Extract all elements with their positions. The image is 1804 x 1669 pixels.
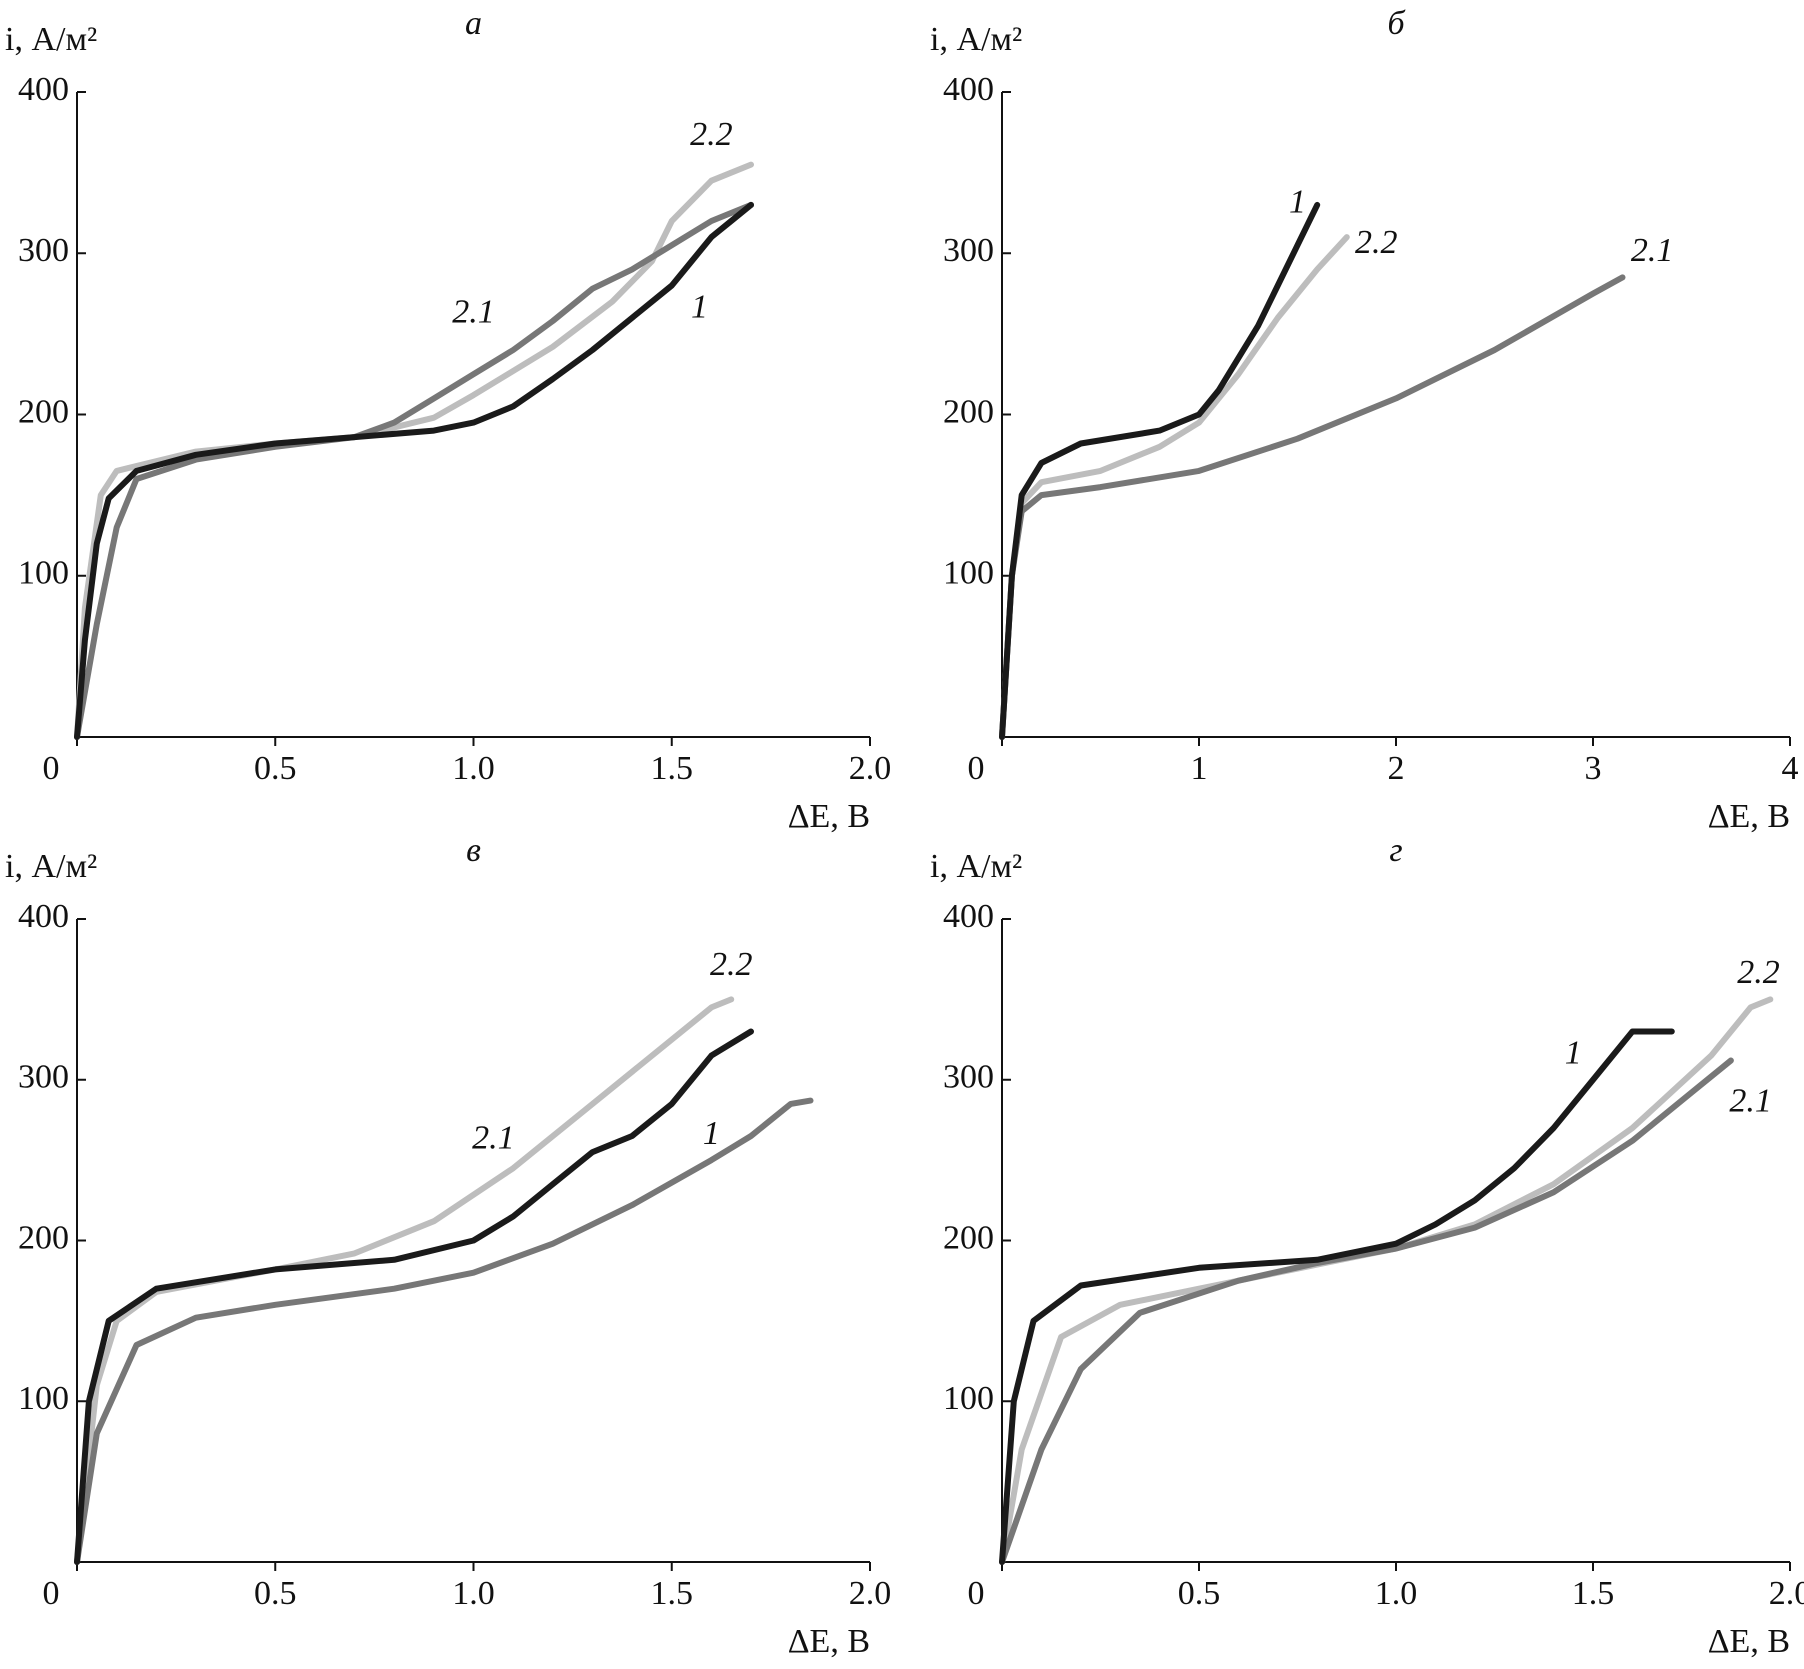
x-tick-label: 2 [1388,750,1405,787]
x-axis-label: ΔE, В [788,798,870,835]
data-line [999,274,1626,740]
y-tick-label: 400 [943,898,994,935]
curve-label: 2.1 [1631,232,1674,269]
x-tick-label: 0 [968,750,985,787]
x-axis-label: ΔE, В [1708,798,1790,835]
curve-label: 2.1 [1729,1083,1772,1120]
x-axis-label: ΔE, В [1708,1623,1790,1660]
data-line [999,1057,1734,1565]
data-line [999,234,1350,740]
y-tick-label: 400 [18,71,69,108]
x-tick-label: 1.0 [1375,1575,1418,1612]
curve-label: 2.1 [452,293,495,330]
panel-title: б [1387,5,1406,42]
data-line [74,161,754,740]
data-line [999,201,1321,740]
x-tick-label: 2.0 [1769,1575,1804,1612]
y-tick-label: 100 [943,1380,994,1417]
panel-title: г [1389,832,1402,869]
curve-label: 2.2 [1355,224,1398,261]
curve-label: 1 [691,288,708,325]
curve-label: 2.2 [690,116,733,153]
y-tick-label: 200 [18,393,69,430]
x-tick-label: 3 [1585,750,1602,787]
panel-title: а [465,5,482,42]
data-line [74,996,735,1565]
y-tick-label: 200 [943,1219,994,1256]
y-tick-label: 300 [18,1059,69,1096]
curve-label: 2.2 [1737,954,1780,991]
curve-label: 1 [1565,1034,1582,1071]
curve-label: 1 [703,1115,720,1152]
x-tick-label: 1.5 [1572,1575,1615,1612]
curve-label: 1 [1289,184,1306,221]
x-axis-label: ΔE, В [788,1623,870,1660]
x-tick-label: 2.0 [849,750,892,787]
panel-title: в [466,832,481,869]
x-tick-label: 1 [1191,750,1208,787]
data-line [74,201,754,740]
y-tick-label: 400 [18,898,69,935]
y-tick-label: 100 [943,555,994,592]
x-tick-label: 0 [43,750,60,787]
data-line [74,201,754,740]
y-tick-label: 300 [943,232,994,269]
y-tick-label: 300 [18,232,69,269]
y-axis-label: i, А/м² [930,848,1022,885]
x-tick-label: 0.5 [254,750,297,787]
y-tick-label: 100 [18,555,69,592]
x-tick-label: 1.0 [452,750,495,787]
data-line [74,1028,754,1565]
curve-label: 2.2 [710,946,753,983]
curve-label: 2.1 [472,1120,515,1157]
x-tick-label: 2.0 [849,1575,892,1612]
x-tick-label: 0.5 [1178,1575,1221,1612]
x-tick-label: 0 [968,1575,985,1612]
x-tick-label: 4 [1782,750,1799,787]
y-tick-label: 100 [18,1380,69,1417]
data-line [74,1097,814,1565]
x-tick-label: 1.0 [452,1575,495,1612]
y-axis-label: i, А/м² [930,21,1022,58]
x-tick-label: 0.5 [254,1575,297,1612]
data-line [999,1028,1675,1565]
y-axis-label: i, А/м² [5,21,97,58]
y-axis-label: i, А/м² [5,848,97,885]
x-tick-label: 1.5 [651,1575,694,1612]
x-tick-label: 1.5 [651,750,694,787]
x-tick-label: 0 [43,1575,60,1612]
y-tick-label: 200 [18,1219,69,1256]
y-tick-label: 200 [943,393,994,430]
y-tick-label: 400 [943,71,994,108]
y-tick-label: 300 [943,1059,994,1096]
